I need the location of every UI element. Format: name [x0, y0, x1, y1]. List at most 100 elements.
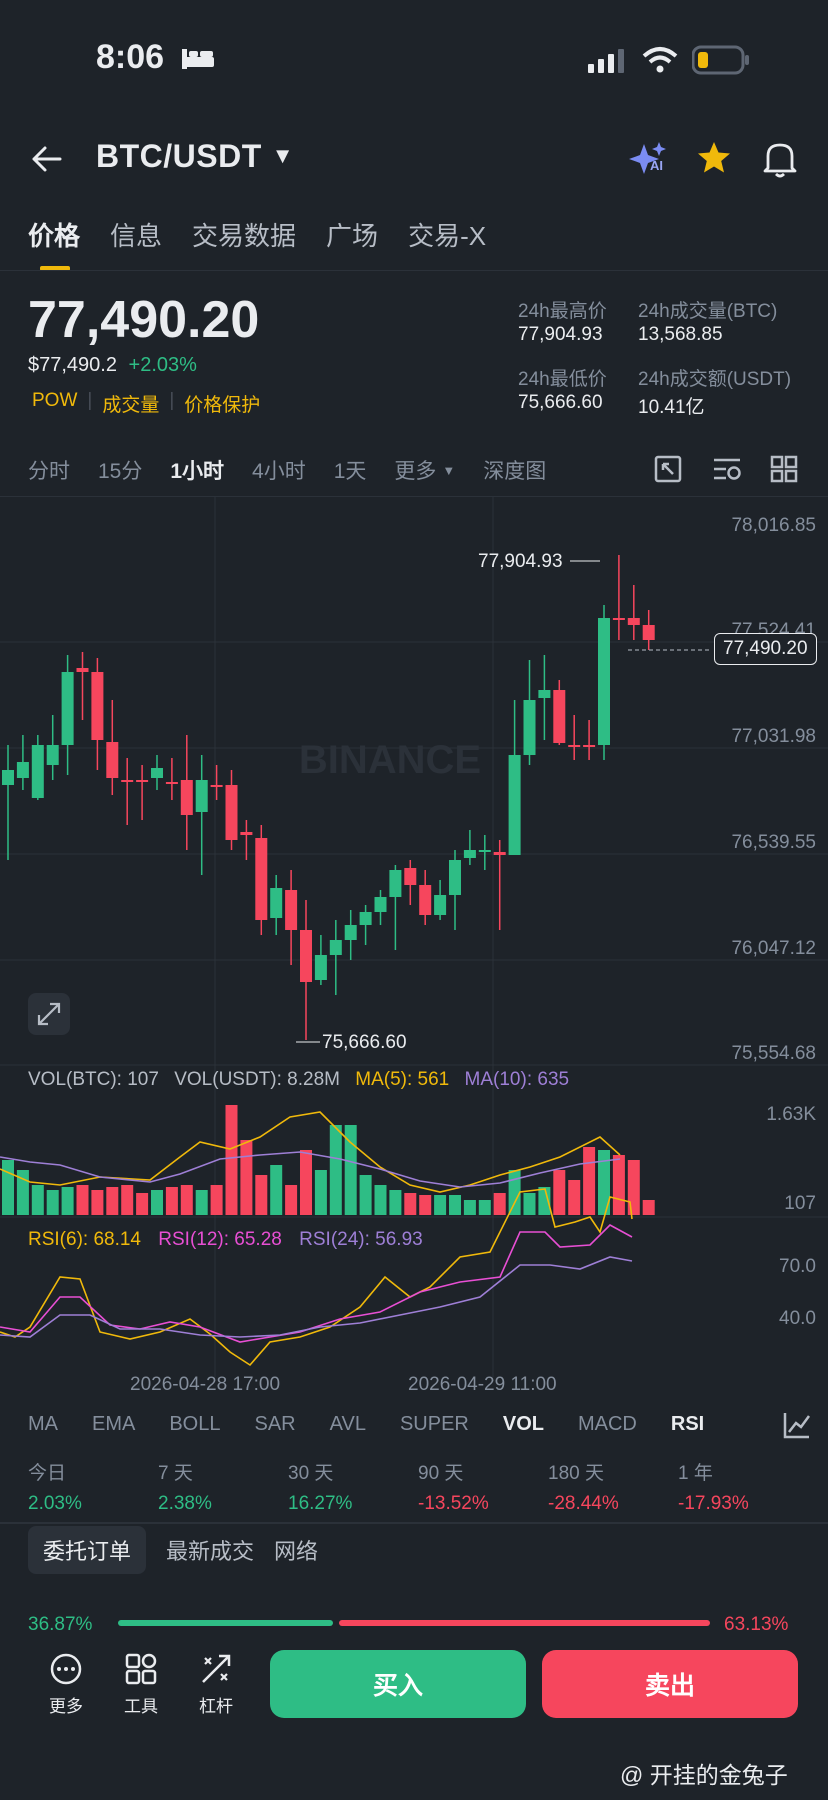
- tag-pow[interactable]: POW: [32, 390, 78, 411]
- leverage-icon: [202, 1654, 231, 1683]
- interval-bar: 分时 15分 1小时 4小时 1天 更多 ▼ 深度图: [28, 455, 546, 485]
- tab-trade-x[interactable]: 交易-X: [408, 221, 487, 251]
- usd-price: $77,490.2: [28, 354, 117, 376]
- buy-button[interactable]: 买入: [270, 1650, 526, 1718]
- pair-title: BTC/USDT: [96, 138, 262, 174]
- candle-body: [463, 850, 476, 858]
- interval-more[interactable]: 更多 ▼: [394, 455, 455, 485]
- rsi-axis-label: 40.0: [779, 1308, 816, 1329]
- volume-bar: [195, 1190, 208, 1215]
- page-tabs: 价格 信息 交易数据 广场 交易-X: [28, 216, 487, 271]
- volume-bar: [463, 1200, 476, 1215]
- high-label: 24h最高价: [518, 301, 607, 322]
- volume-bar: [300, 1150, 312, 1215]
- more-button[interactable]: 更多: [36, 1652, 96, 1717]
- candle-body: [180, 780, 193, 815]
- sell-button[interactable]: 卖出: [542, 1650, 798, 1718]
- interval-1d[interactable]: 1天: [333, 460, 367, 483]
- candle-body: [76, 668, 89, 672]
- perf-value: -13.52%: [418, 1493, 489, 1514]
- indicator-rsi[interactable]: RSI: [670, 1413, 705, 1435]
- vol-usdt-label: 24h成交额(USDT): [638, 369, 792, 390]
- indicator-settings-icon[interactable]: [782, 1410, 812, 1440]
- chart-settings-icon[interactable]: [712, 455, 742, 483]
- price-sub: $77,490.2 +2.03%: [28, 354, 197, 377]
- indicator-super[interactable]: SUPER: [399, 1413, 469, 1435]
- perf-value: 2.03%: [28, 1493, 82, 1514]
- pair-selector[interactable]: BTC/USDT ▼: [96, 138, 294, 175]
- tab-square[interactable]: 广场: [326, 221, 379, 251]
- tag-volume[interactable]: 成交量: [102, 395, 160, 416]
- indicator-ema[interactable]: EMA: [92, 1413, 136, 1435]
- candle-body: [553, 690, 566, 743]
- interval-4h[interactable]: 4小时: [252, 460, 306, 483]
- indicator-ma[interactable]: MA: [28, 1413, 58, 1435]
- candle-body: [121, 780, 134, 782]
- volume-bar: [568, 1180, 581, 1215]
- tab-network[interactable]: 网络: [274, 1539, 319, 1564]
- perf-label: 今日: [28, 1463, 67, 1484]
- ma10-indicator: MA(10): 635: [464, 1069, 570, 1090]
- perf-90d: 90 天 -13.52%: [418, 1458, 489, 1515]
- rsi24-line: [0, 1256, 633, 1338]
- expand-icon: [37, 1002, 61, 1026]
- candlestick-chart[interactable]: BINANCE: [0, 497, 828, 1377]
- interval-15m[interactable]: 15分: [98, 460, 143, 483]
- candle-body: [359, 912, 372, 925]
- volume-bar: [210, 1185, 223, 1215]
- volume-bar: [508, 1170, 521, 1215]
- volume-bar: [106, 1187, 119, 1215]
- ma5-indicator: MA(5): 561: [355, 1069, 450, 1090]
- volume-bar: [374, 1185, 387, 1215]
- tag-price-protection[interactable]: 价格保护: [184, 395, 261, 416]
- vol-btc-value: 13,568.85: [638, 324, 723, 345]
- volume-bar: [329, 1125, 342, 1215]
- fullscreen-chart-icon[interactable]: [654, 455, 682, 483]
- volume-bar: [553, 1170, 566, 1215]
- interval-1h[interactable]: 1小时: [170, 460, 225, 483]
- indicator-sar[interactable]: SAR: [254, 1413, 296, 1435]
- indicator-avl[interactable]: AVL: [329, 1413, 366, 1435]
- candle-body: [91, 672, 104, 740]
- volume-bar: [583, 1147, 596, 1215]
- sell-ratio-bar: [339, 1620, 710, 1626]
- tab-info[interactable]: 信息: [110, 221, 163, 251]
- date-label: 2026-04-28 17:00: [130, 1374, 281, 1395]
- bell-icon[interactable]: [762, 140, 798, 178]
- candle-body: [2, 770, 14, 785]
- rsi-axis-label: 70.0: [779, 1256, 816, 1277]
- candles: [2, 555, 655, 1040]
- back-arrow-icon[interactable]: [30, 142, 64, 176]
- indicator-boll[interactable]: BOLL: [169, 1413, 221, 1435]
- volume-bar: [478, 1200, 491, 1215]
- candle-body: [508, 755, 521, 855]
- tools-button[interactable]: 工具: [111, 1652, 171, 1717]
- tab-price[interactable]: 价格: [28, 216, 80, 271]
- volume-bar: [449, 1195, 461, 1215]
- leverage-button[interactable]: 杠杆: [186, 1652, 246, 1717]
- interval-timeline[interactable]: 分时: [28, 460, 70, 483]
- tab-latest-trades[interactable]: 最新成交: [166, 1539, 255, 1564]
- candle-body: [195, 780, 208, 812]
- indicator-lines: [0, 1111, 633, 1367]
- indicator-macd[interactable]: MACD: [577, 1413, 637, 1435]
- tag-list: POW | 成交量 | 价格保护: [32, 390, 270, 417]
- expand-chart-button[interactable]: [28, 993, 70, 1035]
- caret-down-icon: ▼: [442, 463, 456, 478]
- candle-body: [434, 895, 447, 915]
- grid-layout-icon[interactable]: [770, 455, 798, 483]
- interval-depth[interactable]: 深度图: [483, 460, 547, 483]
- indicator-vol[interactable]: VOL: [502, 1413, 544, 1435]
- candle-body: [583, 745, 596, 747]
- perf-value: 16.27%: [288, 1493, 353, 1514]
- favorite-star-icon[interactable]: [696, 140, 732, 176]
- tab-trading-data[interactable]: 交易数据: [192, 221, 297, 251]
- candle-body: [478, 850, 491, 852]
- ai-sparkle-button[interactable]: AI: [628, 140, 672, 180]
- buy-ratio-bar: [118, 1620, 334, 1626]
- volume-bar: [2, 1160, 14, 1215]
- perf-value: -17.93%: [678, 1493, 749, 1514]
- tab-open-orders[interactable]: 委托订单: [28, 1526, 147, 1574]
- perf-value: 2.38%: [158, 1493, 212, 1514]
- candle-body: [285, 890, 298, 930]
